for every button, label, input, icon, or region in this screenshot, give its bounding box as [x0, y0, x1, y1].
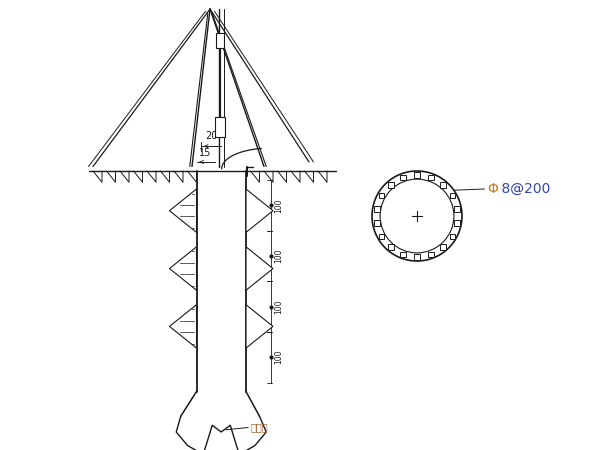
Bar: [414, 172, 420, 178]
Text: 15: 15: [199, 148, 212, 158]
Bar: [215, 117, 226, 137]
Text: 100: 100: [274, 350, 283, 365]
Bar: [428, 175, 434, 180]
Bar: [454, 220, 460, 226]
Bar: [374, 206, 380, 212]
Text: 100: 100: [274, 198, 283, 212]
Polygon shape: [170, 305, 197, 348]
Text: 100: 100: [274, 299, 283, 314]
Bar: [449, 193, 455, 198]
Polygon shape: [246, 189, 273, 232]
Bar: [440, 182, 446, 188]
Bar: [388, 182, 394, 188]
Bar: [379, 234, 385, 239]
Bar: [454, 206, 460, 212]
Bar: [428, 252, 434, 257]
Text: 8@200: 8@200: [497, 182, 550, 196]
Polygon shape: [246, 247, 273, 290]
Text: 20: 20: [205, 131, 217, 141]
Text: Φ: Φ: [487, 182, 497, 196]
Text: 集水坑: 集水坑: [251, 423, 268, 432]
Bar: [216, 33, 224, 48]
Bar: [440, 244, 446, 250]
Bar: [414, 254, 420, 260]
Polygon shape: [170, 189, 197, 232]
Bar: [400, 175, 406, 180]
Bar: [400, 252, 406, 257]
Polygon shape: [170, 247, 197, 290]
Bar: [379, 193, 385, 198]
Polygon shape: [246, 305, 273, 348]
Bar: [449, 234, 455, 239]
Bar: [388, 244, 394, 250]
Text: 100: 100: [274, 249, 283, 263]
Bar: [374, 220, 380, 226]
